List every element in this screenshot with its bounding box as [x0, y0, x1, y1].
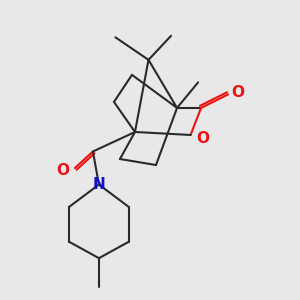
Text: O: O: [196, 131, 209, 146]
Text: O: O: [232, 85, 245, 100]
Text: N: N: [92, 177, 105, 192]
Text: O: O: [56, 163, 70, 178]
